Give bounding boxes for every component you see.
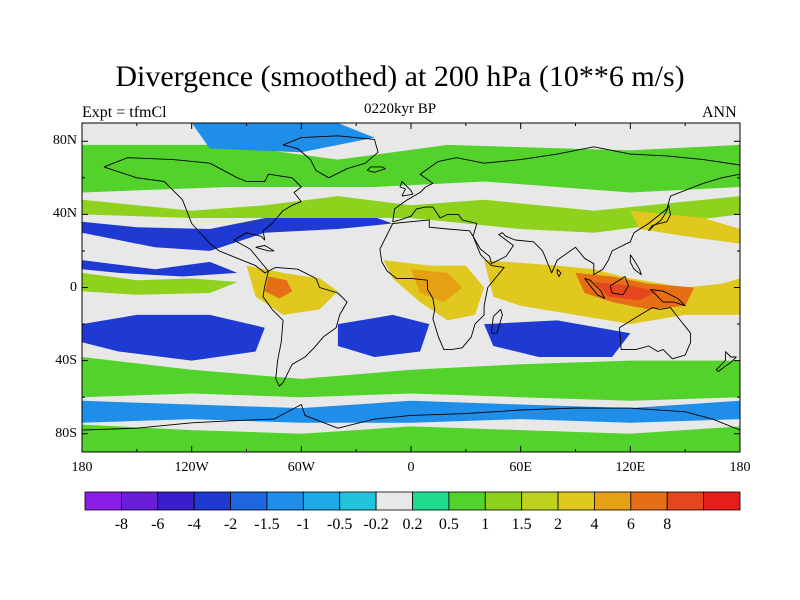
map-ticks	[81, 123, 741, 452]
lon-tick-label: 0	[407, 460, 415, 475]
field-region-south-indian-negative	[484, 320, 631, 357]
colorbar	[84, 491, 741, 511]
colorbar-label: -2	[223, 516, 238, 533]
time-period-label: 0220kyr BP	[363, 101, 437, 117]
africa-coast	[379, 219, 505, 351]
lon-tick-label: 60W	[287, 460, 315, 475]
new-guinea-coast	[650, 288, 686, 307]
cuba-coast	[255, 245, 275, 252]
field-region-nh-midlatitude-positive	[82, 196, 740, 233]
colorbar-box	[157, 491, 195, 511]
colorbar-label: -0.2	[363, 516, 389, 533]
new-zealand-coast	[715, 351, 737, 373]
field-region-southern-ocean-negative	[82, 400, 740, 423]
field-region-north-pacific-atlantic-negative	[82, 210, 393, 251]
field-region-subpolar-north-positive	[82, 144, 740, 193]
colorbar-label: -4	[187, 516, 201, 533]
greenland-coast	[282, 135, 379, 179]
colorbar-box	[630, 491, 668, 511]
colorbar-box	[521, 491, 559, 511]
colorbar-label: -6	[151, 516, 165, 533]
lat-tick-label: 40S	[55, 352, 77, 368]
colorbar-label: 6	[626, 516, 635, 533]
colorbar-label: 1.5	[511, 516, 532, 533]
colorbar-label: -8	[114, 516, 129, 533]
lon-tick-label: 180	[71, 460, 93, 475]
field-region-north-pacific-east-positive	[630, 210, 740, 244]
field-region-africa-core	[411, 269, 463, 303]
colorbar-box	[412, 491, 450, 511]
lon-tick-label: 60E	[509, 460, 532, 475]
chart-title: Divergence (smoothed) at 200 hPa (10**6 …	[115, 60, 685, 93]
colorbar-label: -1	[296, 516, 310, 533]
philippines-coast	[629, 254, 642, 276]
colorbar-box	[375, 491, 413, 511]
colorbar-box	[484, 491, 523, 511]
field-region-itcz-pacific-positive	[82, 272, 238, 295]
season-label: ANN	[702, 104, 737, 121]
field-region-sh-midlatitude-positive	[82, 357, 740, 401]
eurasia-coast	[392, 146, 740, 276]
lat-tick-label: 80S	[55, 425, 77, 441]
great-britain-coast	[399, 181, 414, 197]
colorbar-box	[302, 491, 341, 511]
south-america-coast	[262, 266, 348, 387]
colorbar-label: 1	[481, 516, 490, 533]
iceland-coast	[366, 166, 386, 173]
lat-tick-label: 0	[70, 279, 77, 295]
colorbar-box	[557, 491, 595, 511]
lon-tick-label: 120E	[615, 460, 646, 475]
colorbar-box	[120, 491, 159, 511]
colorbar-box	[703, 491, 741, 511]
colorbar-label: 8	[663, 516, 672, 533]
colorbar-box	[339, 491, 377, 511]
colorbar-label: -1.5	[254, 516, 280, 533]
colorbar-box	[448, 491, 486, 511]
lat-tick-label: 40N	[52, 206, 77, 222]
colorbar-box	[666, 491, 705, 511]
field-region-south-pacific-negative	[82, 314, 265, 361]
borneo-coast	[609, 276, 629, 296]
lon-tick-label: 120W	[174, 460, 209, 475]
australia-coast	[618, 307, 692, 360]
antarctica-coast	[82, 404, 740, 431]
sumatra-coast	[584, 277, 606, 299]
field-region-antarctic-positive	[82, 424, 740, 452]
colorbar-box	[193, 491, 231, 511]
field-region-tropical-east-pacific-negative	[82, 260, 238, 277]
lat-tick-label: 80N	[52, 133, 77, 149]
field-region-maritime-core-red	[593, 282, 658, 301]
lon-tick-label: 180	[729, 460, 751, 475]
sri-lanka-coast	[556, 268, 562, 277]
colorbar-label: -0.5	[327, 516, 353, 533]
coastlines	[82, 135, 740, 431]
colorbar-label: 2	[554, 516, 563, 533]
colorbar-label: 0.5	[438, 516, 459, 533]
colorbar-box	[594, 491, 632, 511]
colorbar-box	[230, 491, 268, 511]
divergence-field	[82, 123, 740, 452]
japan-coast	[648, 204, 671, 232]
madagascar-coast	[490, 308, 503, 334]
north-america-coast	[103, 157, 302, 274]
colorbar-box	[266, 491, 304, 511]
field-region-south-atlantic-negative	[337, 314, 430, 357]
colorbar-label: 4	[590, 516, 599, 533]
colorbar-label: 0.2	[402, 516, 423, 533]
field-region-arctic-negative	[191, 123, 375, 153]
field-region-amazon-core	[264, 276, 293, 299]
colorbar-box	[84, 491, 122, 511]
experiment-label: Expt = tfmCl	[82, 104, 167, 121]
